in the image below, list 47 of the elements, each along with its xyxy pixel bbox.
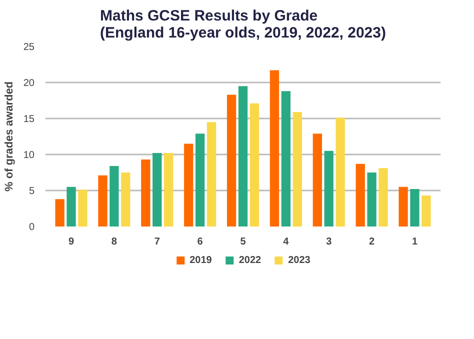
x-tick-label: 8: [111, 236, 118, 248]
bar: [378, 168, 388, 226]
y-tick-label: 25: [23, 42, 35, 53]
x-tick-label: 4: [283, 236, 290, 248]
y-axis-title: % of grades awarded: [3, 81, 16, 192]
bar: [164, 153, 174, 226]
bar: [206, 122, 216, 226]
bar: [422, 196, 431, 226]
bar: [324, 150, 334, 226]
y-tick-label: 20: [23, 78, 35, 89]
x-tick-label: 1: [412, 236, 418, 248]
bar: [250, 103, 260, 226]
bar: [98, 175, 108, 226]
x-tick-label: 6: [197, 236, 204, 248]
bar: [66, 186, 76, 226]
bar: [398, 186, 408, 226]
bar: [367, 172, 376, 226]
bar: [121, 172, 130, 226]
legend-label: 2022: [238, 254, 262, 266]
y-tick-label: 0: [28, 222, 35, 233]
legend-label: 2023: [288, 254, 310, 266]
bar: [336, 118, 345, 226]
y-tick-label: 5: [28, 186, 35, 197]
y-tick-label: 15: [23, 114, 35, 125]
bar: [184, 144, 194, 226]
bar: [292, 112, 302, 226]
bar: [141, 160, 150, 226]
x-tick-label: 3: [326, 236, 332, 248]
bar: [410, 189, 420, 226]
bar: [195, 134, 205, 226]
bar: [226, 94, 236, 226]
bar: [270, 70, 280, 226]
bar: [78, 190, 88, 226]
x-tick-label: 9: [68, 236, 74, 248]
legend-label: 2019: [190, 254, 212, 266]
x-tick-label: 2: [369, 236, 376, 248]
bar: [152, 153, 162, 226]
bar: [110, 166, 119, 226]
chart-title: Maths GCSE Results by Grade (England 16-year olds, 2019, 2022, 2023): [100, 8, 386, 42]
bar: [281, 91, 291, 226]
x-tick-label: 7: [154, 236, 160, 248]
x-tick-label: 5: [240, 236, 246, 248]
bar: [312, 134, 322, 226]
bar: [55, 199, 64, 226]
bar: [356, 164, 365, 226]
bar: [238, 86, 248, 226]
y-tick-label: 10: [23, 150, 35, 161]
